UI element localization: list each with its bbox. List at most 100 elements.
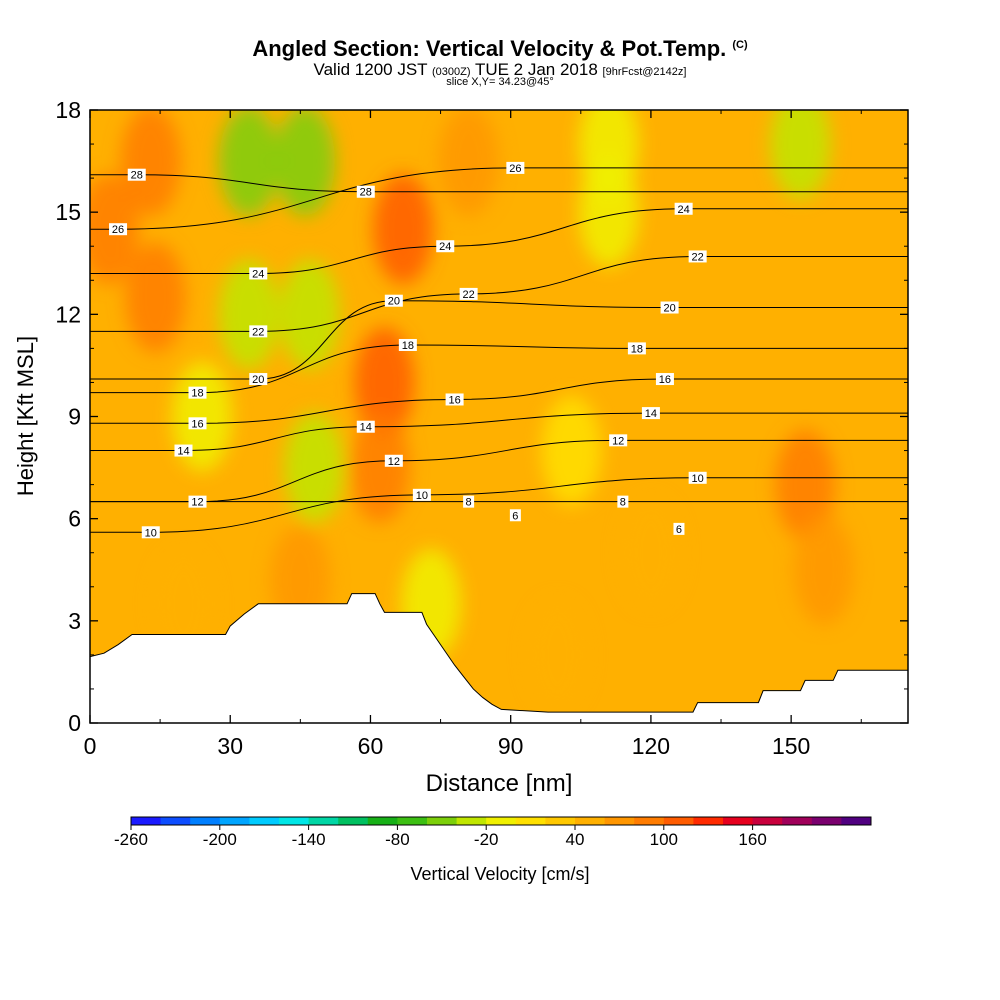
velocity-cell bbox=[373, 174, 434, 285]
contour-label: 12 bbox=[612, 435, 624, 447]
contour-label-bg bbox=[609, 434, 628, 447]
colorbar-label: Vertical Velocity [cm/s] bbox=[410, 864, 589, 884]
colorbar-tick-label: 100 bbox=[650, 830, 678, 849]
terrain-fill bbox=[90, 593, 908, 723]
contour-label-bg bbox=[463, 495, 475, 508]
colorbar-swatch bbox=[486, 817, 517, 825]
colorbar-swatch bbox=[723, 817, 754, 825]
velocity-cell bbox=[153, 548, 214, 659]
velocity-cell bbox=[125, 242, 186, 353]
contour-label-bg bbox=[673, 522, 685, 535]
y-tick-label: 3 bbox=[68, 608, 81, 634]
y-axis: 0 3 6 9 12 15 18 bbox=[55, 97, 908, 736]
colorbar-swatch bbox=[160, 817, 191, 825]
y-tick-label: 9 bbox=[68, 404, 81, 430]
velocity-cell bbox=[120, 110, 181, 217]
colorbar-tick-label: 40 bbox=[566, 830, 585, 849]
contour-label-bg bbox=[627, 342, 646, 355]
colorbar-swatch bbox=[782, 817, 813, 825]
velocity-cell bbox=[793, 514, 854, 625]
chart-title-text: Angled Section: Vertical Velocity & Pot.… bbox=[252, 36, 727, 61]
y-axis-label: Height [Kft MSL] bbox=[13, 336, 38, 496]
x-tick-label: 60 bbox=[358, 733, 384, 759]
velocity-cell bbox=[354, 327, 415, 438]
colorbar-swatch bbox=[693, 817, 724, 825]
x-tick-label: 120 bbox=[632, 733, 670, 759]
contour-label: 24 bbox=[439, 241, 451, 253]
colorbar-swatch bbox=[367, 817, 398, 825]
colorbar-swatch bbox=[515, 817, 546, 825]
valid-date: TUE 2 Jan 2018 bbox=[474, 60, 598, 79]
contour-label: 8 bbox=[466, 497, 472, 509]
colorbar-swatch bbox=[249, 817, 280, 825]
contour-label-bg bbox=[249, 373, 268, 386]
contour-label-bg bbox=[141, 526, 160, 539]
velocity-cell bbox=[527, 599, 588, 710]
contour-label: 14 bbox=[177, 446, 189, 458]
contour-label-bg bbox=[617, 495, 629, 508]
colorbar-swatch bbox=[427, 817, 458, 825]
contour-label: 16 bbox=[191, 418, 203, 430]
y-tick-label: 18 bbox=[55, 97, 81, 123]
contour-label-bg bbox=[506, 161, 525, 174]
contour-label-bg bbox=[688, 471, 707, 484]
contour-label: 18 bbox=[191, 388, 203, 400]
contour-label: 12 bbox=[388, 456, 400, 468]
theta-contour bbox=[90, 208, 908, 274]
velocity-cell bbox=[218, 110, 279, 217]
contour-label: 20 bbox=[663, 303, 675, 315]
contour-label-bg bbox=[459, 287, 478, 300]
contour-label-bg bbox=[384, 454, 403, 467]
contour-label-bg bbox=[188, 417, 207, 430]
contour-label-bg bbox=[384, 294, 403, 307]
contour-label: 14 bbox=[645, 408, 657, 420]
x-tick-label: 0 bbox=[84, 733, 97, 759]
colorbar-swatch bbox=[811, 817, 842, 825]
contour-label: 14 bbox=[360, 422, 372, 434]
contour-label: 6 bbox=[676, 524, 682, 536]
contour-label: 26 bbox=[509, 163, 521, 175]
chart-title: Angled Section: Vertical Velocity & Pot.… bbox=[0, 36, 1000, 62]
contour-label-bg bbox=[641, 407, 660, 420]
contour-label-bg bbox=[188, 386, 207, 399]
colorbar-frame bbox=[130, 816, 872, 826]
contour-label-bg bbox=[674, 202, 693, 215]
contour-label-bg bbox=[509, 509, 521, 522]
contour-label-bg bbox=[445, 393, 464, 406]
contour-label-bg bbox=[249, 267, 268, 280]
colorbar-tick-label: -140 bbox=[292, 830, 326, 849]
contour-label-bg bbox=[688, 250, 707, 263]
terrain-mask bbox=[90, 593, 908, 723]
contour-label: 8 bbox=[620, 497, 626, 509]
forecast-tag: [9hrFcst@2142z] bbox=[602, 66, 687, 78]
contour-label: 20 bbox=[252, 374, 264, 386]
contour-label: 24 bbox=[678, 204, 690, 216]
theta-contour bbox=[90, 255, 908, 332]
colorbar-swatch bbox=[752, 817, 783, 825]
x-axis: 0 30 60 90 120 150 bbox=[84, 110, 862, 759]
contour-label: 22 bbox=[462, 289, 474, 301]
contour-label-bg bbox=[174, 444, 193, 457]
colorbar-swatch bbox=[545, 817, 576, 825]
velocity-cell bbox=[775, 429, 836, 540]
x-tick-label: 150 bbox=[772, 733, 810, 759]
colorbar-swatch bbox=[604, 817, 635, 825]
colorbar-tick-label: -80 bbox=[385, 830, 410, 849]
velocity-cell bbox=[284, 412, 345, 523]
contour-label: 20 bbox=[388, 296, 400, 308]
contour-label-bg bbox=[398, 338, 417, 351]
contour-label: 16 bbox=[659, 374, 671, 386]
velocity-cell bbox=[279, 259, 340, 370]
contour-label: 22 bbox=[252, 326, 264, 338]
velocity-cell bbox=[172, 361, 233, 472]
valid-utc: (0300Z) bbox=[431, 66, 471, 78]
colorbar-swatch bbox=[456, 817, 487, 825]
contour-label: 12 bbox=[191, 497, 203, 509]
contour-label: 18 bbox=[402, 340, 414, 352]
x-tick-label: 90 bbox=[498, 733, 524, 759]
colorbar-swatch bbox=[308, 817, 339, 825]
contour-label: 24 bbox=[252, 268, 264, 280]
contour-label: 18 bbox=[631, 343, 643, 355]
contour-label-bg bbox=[249, 325, 268, 338]
